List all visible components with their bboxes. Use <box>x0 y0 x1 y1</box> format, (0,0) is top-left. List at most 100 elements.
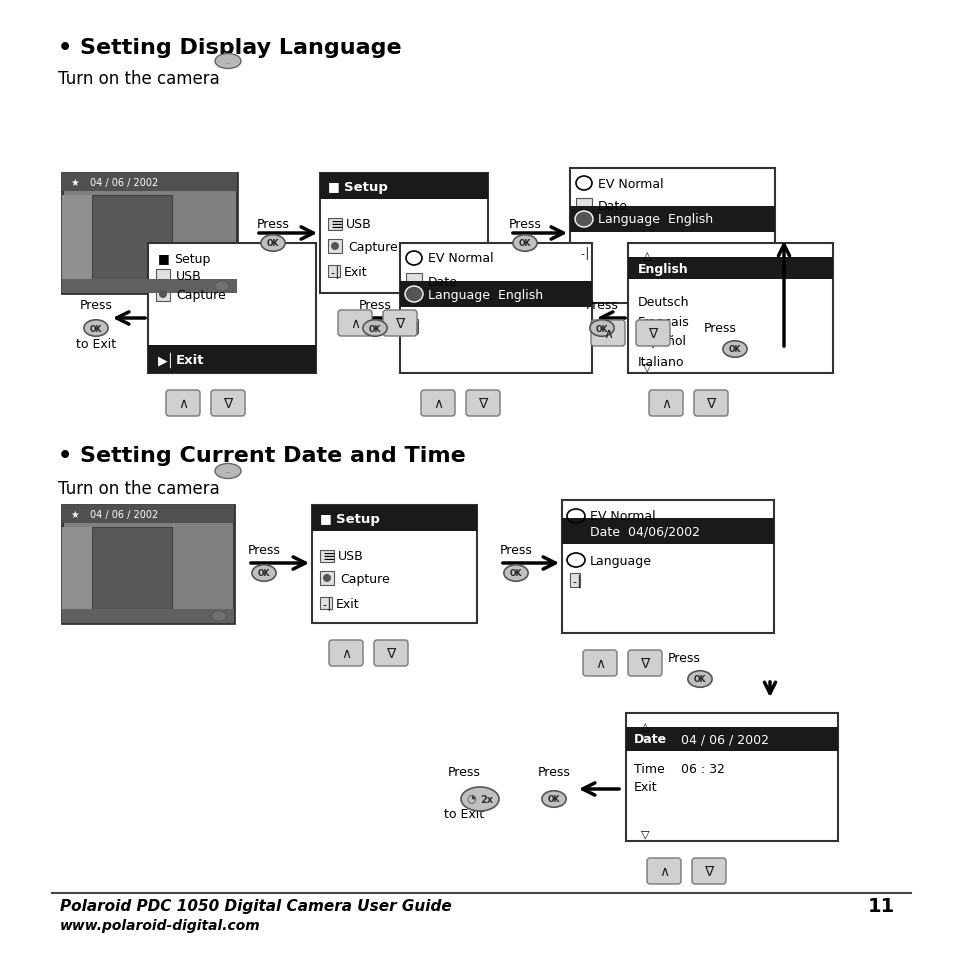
Text: △: △ <box>640 721 649 731</box>
Ellipse shape <box>589 320 614 337</box>
Ellipse shape <box>212 612 226 621</box>
Text: ≡: ≡ <box>330 216 342 232</box>
Text: Press: Press <box>585 298 618 312</box>
Bar <box>627 257 832 280</box>
Text: OK: OK <box>267 239 279 248</box>
Text: ...: ... <box>225 469 231 474</box>
Ellipse shape <box>252 565 275 581</box>
Bar <box>319 598 332 609</box>
Text: ∧: ∧ <box>178 396 188 411</box>
Text: EV Normal: EV Normal <box>589 510 655 523</box>
Text: 06 : 32: 06 : 32 <box>680 762 724 776</box>
Bar <box>319 173 488 200</box>
Text: Turn on the camera: Turn on the camera <box>58 479 219 497</box>
Text: OK: OK <box>547 795 559 803</box>
Bar <box>156 270 170 282</box>
Text: ∇: ∇ <box>703 864 713 878</box>
Bar <box>67 613 87 620</box>
Text: Italiano: Italiano <box>638 355 684 368</box>
Text: ■: ■ <box>158 253 170 265</box>
Ellipse shape <box>159 291 167 298</box>
Text: EV Normal: EV Normal <box>598 177 663 191</box>
Text: ▶│: ▶│ <box>158 352 175 367</box>
Bar <box>62 173 236 294</box>
Text: www.polaroid-digital.com: www.polaroid-digital.com <box>60 918 260 932</box>
Text: to Exit: to Exit <box>443 807 483 821</box>
Ellipse shape <box>405 287 422 303</box>
Bar <box>319 173 488 294</box>
Text: Capture: Capture <box>348 240 397 253</box>
Text: Date  04/06/2002: Date 04/06/2002 <box>589 525 700 537</box>
Text: Francais: Francais <box>638 315 689 328</box>
Text: -│: -│ <box>410 321 420 335</box>
FancyBboxPatch shape <box>693 391 727 416</box>
Text: ■: ■ <box>319 512 332 525</box>
Text: 04 / 06 / 2002: 04 / 06 / 2002 <box>90 510 158 519</box>
Ellipse shape <box>722 341 746 358</box>
FancyBboxPatch shape <box>166 391 200 416</box>
Text: Español: Español <box>638 335 686 348</box>
FancyBboxPatch shape <box>211 391 245 416</box>
Text: -│: -│ <box>579 246 590 259</box>
Text: Press: Press <box>667 651 700 664</box>
Text: OK: OK <box>369 324 381 334</box>
Ellipse shape <box>513 235 537 252</box>
FancyBboxPatch shape <box>646 858 680 884</box>
Text: Date: Date <box>598 200 627 213</box>
Ellipse shape <box>575 212 593 228</box>
FancyBboxPatch shape <box>465 391 499 416</box>
Bar <box>569 169 774 304</box>
Ellipse shape <box>214 54 241 70</box>
Bar <box>91 195 172 280</box>
FancyBboxPatch shape <box>590 320 624 347</box>
Ellipse shape <box>331 243 338 251</box>
Text: OK: OK <box>257 569 270 578</box>
Bar <box>399 282 592 308</box>
Text: 11: 11 <box>867 897 894 916</box>
Text: ∧: ∧ <box>350 316 359 331</box>
Text: ∇: ∇ <box>395 316 404 331</box>
Bar <box>625 727 837 751</box>
Text: OK: OK <box>90 324 102 334</box>
Bar <box>62 280 236 294</box>
FancyBboxPatch shape <box>337 311 372 336</box>
Bar <box>62 609 233 623</box>
Bar <box>578 245 587 258</box>
Bar <box>312 505 476 532</box>
Text: Press: Press <box>256 217 289 231</box>
Text: Press: Press <box>508 217 541 231</box>
Text: ∧: ∧ <box>660 396 670 411</box>
Ellipse shape <box>260 235 285 252</box>
Bar <box>91 527 172 609</box>
FancyBboxPatch shape <box>691 858 725 884</box>
Text: Press: Press <box>702 322 736 335</box>
Text: ▽: ▽ <box>640 828 649 838</box>
Text: -│: -│ <box>322 597 333 610</box>
Ellipse shape <box>214 464 241 479</box>
Bar <box>328 266 339 277</box>
FancyBboxPatch shape <box>627 650 661 677</box>
Text: Press: Press <box>247 543 280 557</box>
Bar <box>567 527 583 541</box>
Text: ∧: ∧ <box>595 657 604 670</box>
Text: Date: Date <box>428 275 457 288</box>
Text: OK: OK <box>518 239 531 248</box>
Text: ∇: ∇ <box>639 657 649 670</box>
Text: EV Normal: EV Normal <box>428 253 493 265</box>
Bar <box>62 505 233 523</box>
Text: Exit: Exit <box>335 597 359 610</box>
Text: Press: Press <box>358 298 391 312</box>
Ellipse shape <box>460 787 498 811</box>
Bar <box>625 713 837 841</box>
Text: △: △ <box>642 251 651 261</box>
Text: USB: USB <box>337 549 363 562</box>
Ellipse shape <box>214 282 229 292</box>
Text: ■: ■ <box>328 180 339 193</box>
Bar <box>406 274 421 288</box>
FancyBboxPatch shape <box>582 650 617 677</box>
Ellipse shape <box>323 575 331 582</box>
Text: Press: Press <box>447 765 480 779</box>
Text: -│: -│ <box>330 265 340 278</box>
Bar <box>62 173 236 192</box>
Text: Press: Press <box>499 543 532 557</box>
